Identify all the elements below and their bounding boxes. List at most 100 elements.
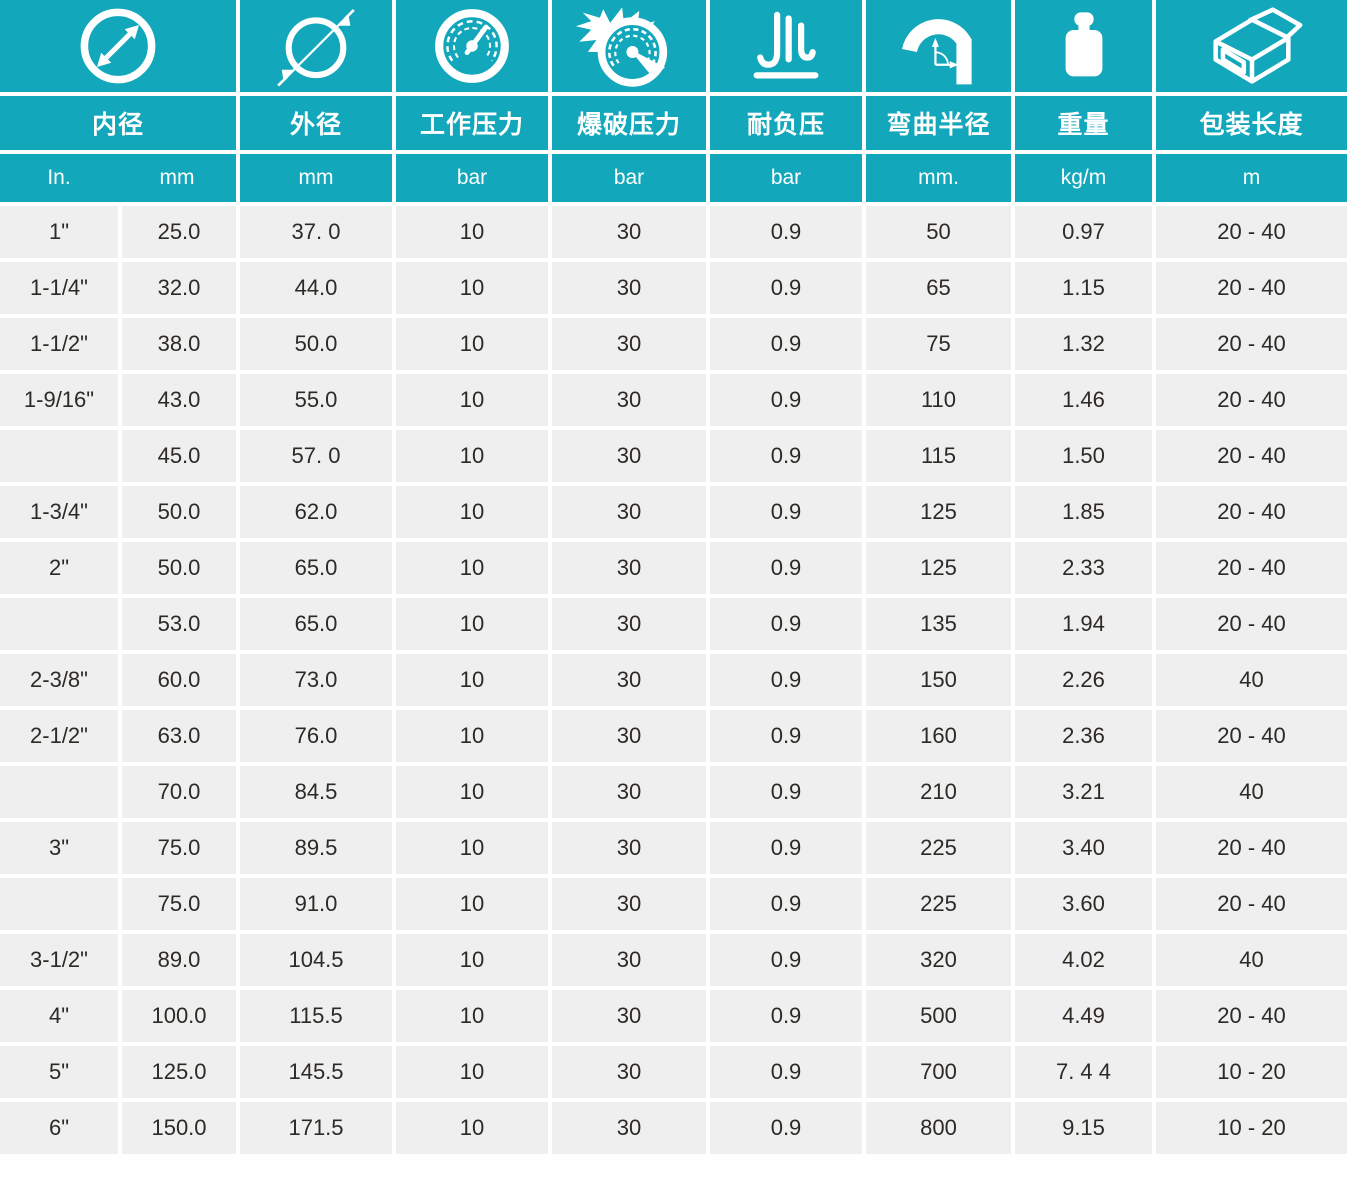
table-cell: 10 [396, 878, 548, 930]
table-cell: 30 [552, 654, 706, 706]
table-cell: 1.50 [1015, 430, 1152, 482]
table-cell: 20 - 40 [1156, 542, 1347, 594]
table-cell: 6" [0, 1102, 118, 1154]
table-cell: 20 - 40 [1156, 206, 1347, 258]
table-cell: 10 [396, 542, 548, 594]
table-cell: 4.49 [1015, 990, 1152, 1042]
table-cell: 135 [866, 598, 1011, 650]
table-cell: 37. 0 [240, 206, 392, 258]
table-cell: 10 [396, 430, 548, 482]
table-cell: 171.5 [240, 1102, 392, 1154]
table-cell: 20 - 40 [1156, 486, 1347, 538]
table-cell: 0.9 [710, 822, 862, 874]
table-cell: 1" [0, 206, 118, 258]
table-cell: 0.9 [710, 1102, 862, 1154]
table-cell: 1.15 [1015, 262, 1152, 314]
table-cell: 2" [0, 542, 118, 594]
table-cell: 3.40 [1015, 822, 1152, 874]
table-cell: 30 [552, 710, 706, 762]
table-cell: 2.36 [1015, 710, 1152, 762]
table-cell: 0.9 [710, 430, 862, 482]
table-cell: 30 [552, 822, 706, 874]
table-cell: 30 [552, 486, 706, 538]
table-cell: 10 [396, 374, 548, 426]
table-cell: 65.0 [240, 542, 392, 594]
working-pressure-gauge-icon [435, 9, 509, 83]
table-cell: 110 [866, 374, 1011, 426]
table-cell: 0.9 [710, 598, 862, 650]
table-cell: 20 - 40 [1156, 990, 1347, 1042]
table-cell: 32.0 [122, 262, 236, 314]
table-cell: 20 - 40 [1156, 710, 1347, 762]
table-cell: 0.97 [1015, 206, 1152, 258]
table-cell: 0.9 [710, 206, 862, 258]
table-cell: 1-9/16" [0, 374, 118, 426]
table-cell: 115.5 [240, 990, 392, 1042]
table-cell: 40 [1156, 766, 1347, 818]
table-cell: 0.9 [710, 486, 862, 538]
table-cell: 150 [866, 654, 1011, 706]
table-cell: 7. 4 4 [1015, 1046, 1152, 1098]
table-cell [0, 430, 118, 482]
table-cell: 60.0 [122, 654, 236, 706]
table-cell: 10 [396, 822, 548, 874]
table-cell: 20 - 40 [1156, 878, 1347, 930]
table-cell: 75.0 [122, 878, 236, 930]
table-cell: 91.0 [240, 878, 392, 930]
table-cell: 30 [552, 1102, 706, 1154]
inner-diameter-icon [80, 8, 156, 84]
table-cell: 75.0 [122, 822, 236, 874]
table-cell: 63.0 [122, 710, 236, 762]
unit-cell-outer-diameter: mm [240, 154, 392, 202]
weight-icon [1065, 12, 1102, 77]
table-cell: 104.5 [240, 934, 392, 986]
unit-cell-working-pressure: bar [396, 154, 548, 202]
unit-label-inches: In. [47, 166, 71, 189]
table-cell: 700 [866, 1046, 1011, 1098]
hose-spec-table: 内径 外径 工作压力 爆破压力 耐负压 弯曲半径 重量 包装长度 In. mm … [0, 0, 1347, 1154]
table-cell: 10 [396, 934, 548, 986]
table-cell: 150.0 [122, 1102, 236, 1154]
table-cell: 9.15 [1015, 1102, 1152, 1154]
table-cell: 2.26 [1015, 654, 1152, 706]
table-cell: 30 [552, 542, 706, 594]
table-cell: 30 [552, 934, 706, 986]
table-cell: 0.9 [710, 934, 862, 986]
table-cell: 0.9 [710, 542, 862, 594]
table-cell: 76.0 [240, 710, 392, 762]
table-cell: 30 [552, 990, 706, 1042]
table-cell: 0.9 [710, 318, 862, 370]
table-cell: 115 [866, 430, 1011, 482]
table-cell: 45.0 [122, 430, 236, 482]
unit-cell-vacuum: bar [710, 154, 862, 202]
table-cell: 125 [866, 542, 1011, 594]
icon-cell-package-length [1156, 0, 1347, 92]
table-cell: 10 [396, 990, 548, 1042]
table-cell: 25.0 [122, 206, 236, 258]
table-cell: 30 [552, 766, 706, 818]
table-cell: 1-1/2" [0, 318, 118, 370]
table-cell: 4.02 [1015, 934, 1152, 986]
table-cell: 1-1/4" [0, 262, 118, 314]
table-cell: 10 [396, 654, 548, 706]
table-cell: 2-1/2" [0, 710, 118, 762]
table-cell: 225 [866, 878, 1011, 930]
vacuum-resistance-icon [753, 11, 819, 79]
table-cell: 500 [866, 990, 1011, 1042]
table-cell: 320 [866, 934, 1011, 986]
table-cell: 40 [1156, 934, 1347, 986]
table-cell: 50.0 [240, 318, 392, 370]
col-header-working-pressure: 工作压力 [396, 96, 548, 150]
table-cell: 65.0 [240, 598, 392, 650]
table-cell: 10 [396, 486, 548, 538]
table-cell: 3" [0, 822, 118, 874]
unit-cell-burst-pressure: bar [552, 154, 706, 202]
table-cell: 1.46 [1015, 374, 1152, 426]
table-cell: 20 - 40 [1156, 374, 1347, 426]
table-cell: 30 [552, 318, 706, 370]
table-cell: 70.0 [122, 766, 236, 818]
table-cell: 30 [552, 374, 706, 426]
unit-cell-bend-radius: mm. [866, 154, 1011, 202]
table-cell: 3.21 [1015, 766, 1152, 818]
